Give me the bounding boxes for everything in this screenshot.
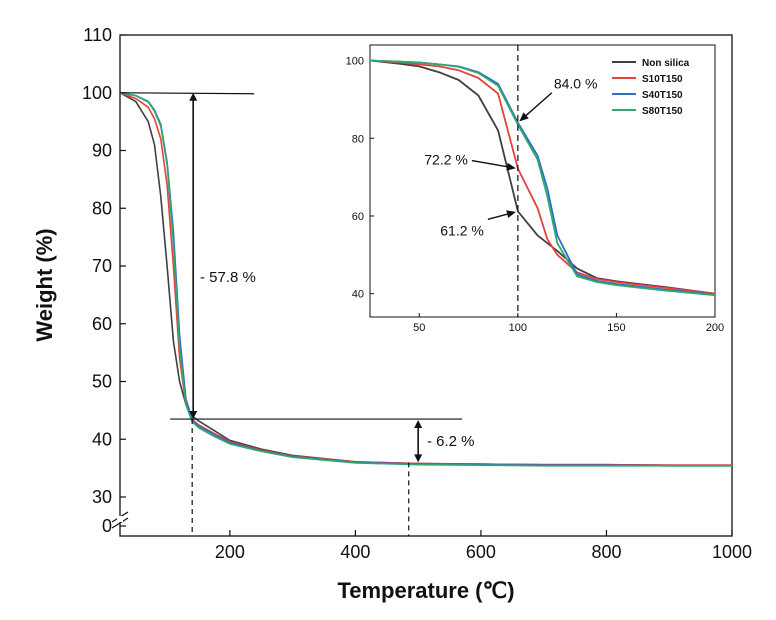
y-tick-label: 90 (92, 141, 112, 161)
main-ticks: 200 400 600 800 1000 30 40 50 60 70 80 90 100 110 0 (82, 25, 752, 562)
x-tick-label: 200 (215, 542, 245, 562)
inset-y-tick-label: 80 (352, 133, 364, 145)
inset-annotation-arrow (525, 92, 553, 116)
main-reference-lines (119, 92, 463, 536)
y-tick-label: 0 (102, 516, 112, 536)
inset-series-line-4 (369, 59, 716, 297)
y-tick-label: 30 (92, 487, 112, 507)
y-tick-label: 100 (82, 83, 112, 103)
axis-break-gap (117, 516, 123, 522)
weight-loss-arrow-1-head-top (189, 92, 198, 101)
axis-break-mark (111, 517, 129, 529)
weight-loss-arrow-1-head-bottom (189, 411, 198, 420)
upper-reference-line (119, 92, 255, 95)
inset-annotation-label: 84.0 % (554, 76, 598, 92)
y-tick-label: 70 (92, 256, 112, 276)
inset-x-tick-label: 100 (509, 322, 527, 334)
main-plot: 200 400 600 800 1000 30 40 50 60 70 80 90 100 110 0 Te… (32, 25, 752, 603)
x-tick-label: 400 (340, 542, 370, 562)
inset-annotation-label: 61.2 % (440, 222, 484, 238)
x-axis-label: Temperature (℃) (337, 578, 514, 603)
main-series-lines (119, 92, 732, 467)
inset-series-lines (369, 59, 716, 297)
inset-annotation-arrow (487, 213, 508, 220)
legend-label-4: S80T150 (642, 106, 683, 117)
inset-y-tick-label: 60 (352, 211, 364, 223)
inset-annotation-arrowhead (519, 112, 529, 122)
annotation-weight-loss-2: - 6.2 % (427, 433, 475, 450)
y-tick-label: 40 (92, 429, 112, 449)
legend-label-2: S10T150 (642, 74, 683, 85)
legend-label-1: Non silica (642, 58, 690, 69)
inset-annotation-arrow (471, 159, 508, 168)
y-tick-label: 110 (83, 25, 112, 45)
inset-x-tick-label: 200 (706, 322, 724, 334)
y-axis-label: Weight (%) (32, 228, 57, 341)
y-tick-label: 50 (92, 372, 112, 392)
inset-annotations: 84.0 % 72.2 % 61.2 % (424, 76, 597, 239)
legend-label-3: S40T150 (642, 90, 683, 101)
series-line-4 (119, 92, 732, 467)
inset-y-tick-label: 40 (352, 289, 364, 301)
legend: Non silica S10T150 S40T150 S80T150 (612, 58, 690, 117)
inset-annotation-arrowhead (506, 162, 516, 171)
weight-loss-arrow-2-head-top (414, 420, 423, 429)
y-tick-label: 60 (92, 314, 112, 334)
weight-loss-arrow-2-head-bottom (414, 454, 423, 463)
inset-x-tick-label: 150 (607, 322, 625, 334)
x-tick-label: 800 (591, 542, 621, 562)
annotation-weight-loss-1: - 57.8 % (200, 269, 256, 286)
x-tick-label: 600 (466, 542, 496, 562)
x-tick-label: 1000 (712, 542, 752, 562)
inset-y-tick-label: 100 (346, 56, 364, 68)
inset-annotation-label: 72.2 % (424, 152, 468, 168)
inset-x-tick-label: 50 (413, 322, 425, 334)
main-plot-frame (119, 34, 733, 537)
y-tick-label: 80 (92, 198, 112, 218)
inset-ticks: 50 100 150 200 40 60 80 100 (346, 56, 725, 334)
inset-annotation-arrowhead (506, 210, 516, 219)
inset-series-line-2 (369, 59, 716, 295)
